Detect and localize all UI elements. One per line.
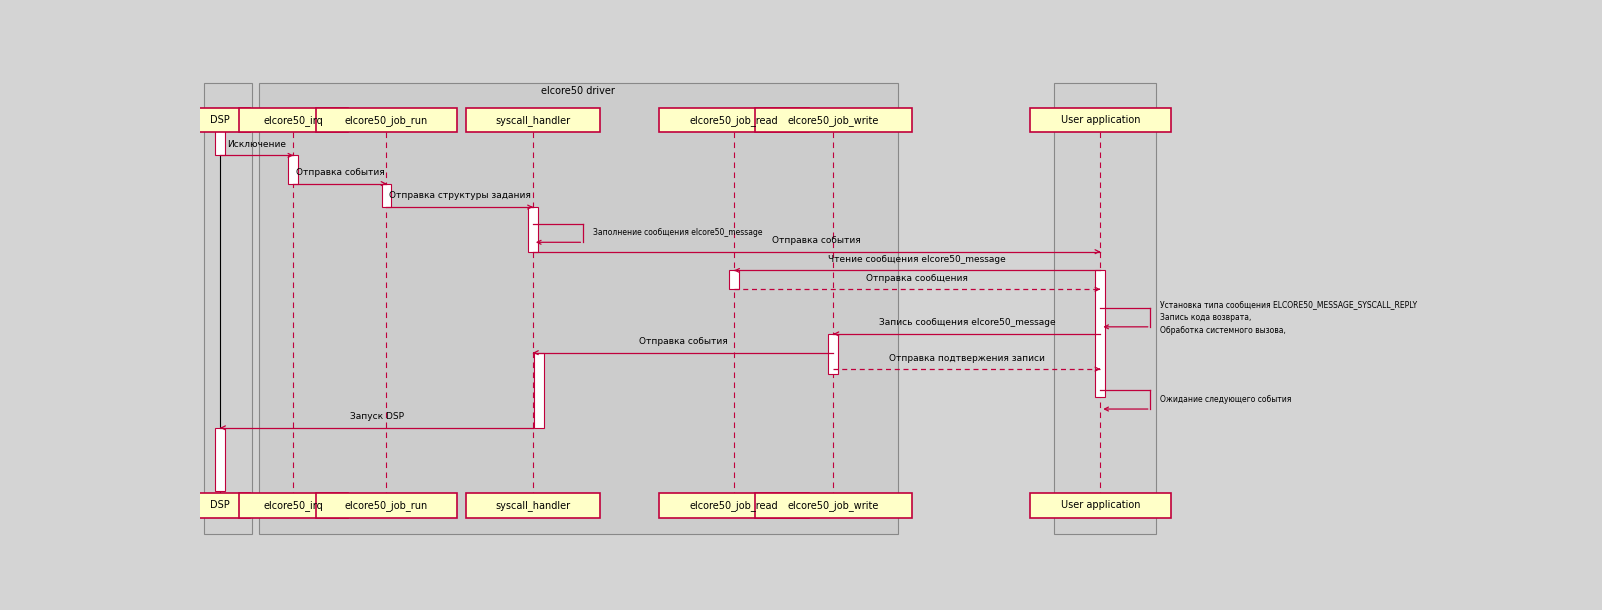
Text: Запуск DSP: Запуск DSP xyxy=(349,412,404,422)
Bar xyxy=(1030,108,1171,132)
Bar xyxy=(215,129,224,156)
Bar xyxy=(203,82,253,534)
Text: elcore50_job_read: elcore50_job_read xyxy=(690,115,779,126)
Text: elcore50_job_run: elcore50_job_run xyxy=(344,115,428,126)
Bar xyxy=(660,493,809,517)
Text: syscall_handler: syscall_handler xyxy=(495,500,570,511)
Text: Отправка подтвержения записи: Отправка подтвержения записи xyxy=(889,354,1045,362)
Text: Исключение: Исключение xyxy=(227,140,287,149)
Bar xyxy=(288,156,298,184)
Bar xyxy=(191,108,250,132)
Text: Обработка системного вызова,: Обработка системного вызова, xyxy=(1160,326,1286,335)
Bar xyxy=(1030,493,1171,517)
Text: elcore50_job_write: elcore50_job_write xyxy=(788,115,879,126)
Bar xyxy=(258,82,899,534)
Bar xyxy=(755,108,912,132)
Bar xyxy=(316,108,457,132)
Bar xyxy=(729,270,739,289)
Bar xyxy=(533,353,545,428)
Text: elcore50_job_read: elcore50_job_read xyxy=(690,500,779,511)
Text: User application: User application xyxy=(1061,500,1141,511)
Bar xyxy=(1054,82,1157,534)
Bar xyxy=(381,184,391,207)
Text: DSP: DSP xyxy=(210,115,231,125)
Text: Отправка события: Отправка события xyxy=(639,337,727,346)
Text: DSP: DSP xyxy=(210,500,231,511)
Text: elcore50_irq: elcore50_irq xyxy=(263,115,324,126)
Bar xyxy=(191,493,250,517)
Text: Отправка структуры задания: Отправка структуры задания xyxy=(389,192,530,201)
Bar xyxy=(466,493,599,517)
Text: Запись сообщения elcore50_message: Запись сообщения elcore50_message xyxy=(878,318,1056,328)
Bar xyxy=(1096,270,1105,397)
Bar xyxy=(755,493,912,517)
Text: Отправка события: Отправка события xyxy=(772,236,860,245)
Bar xyxy=(466,108,599,132)
Text: elcore50_job_run: elcore50_job_run xyxy=(344,500,428,511)
Text: Отправка события: Отправка события xyxy=(295,168,384,177)
Bar xyxy=(660,108,809,132)
Text: Заполнение сообщения elcore50_message: Заполнение сообщения elcore50_message xyxy=(593,228,763,237)
Bar xyxy=(529,207,538,252)
Text: Запись кода возврата,: Запись кода возврата, xyxy=(1160,313,1251,322)
Bar xyxy=(215,428,224,491)
Text: Чтение сообщения elcore50_message: Чтение сообщения elcore50_message xyxy=(828,255,1006,264)
Text: elcore50 driver: elcore50 driver xyxy=(541,86,615,96)
Text: Установка типа сообщения ELCORE50_MESSAGE_SYSCALL_REPLY: Установка типа сообщения ELCORE50_MESSAG… xyxy=(1160,300,1418,309)
Bar xyxy=(316,493,457,517)
Text: elcore50_irq: elcore50_irq xyxy=(263,500,324,511)
Text: Ожидание следующего события: Ожидание следующего события xyxy=(1160,395,1291,404)
Text: syscall_handler: syscall_handler xyxy=(495,115,570,126)
Text: Отправка сообщения: Отправка сообщения xyxy=(867,274,968,282)
Bar xyxy=(239,108,348,132)
Text: elcore50_job_write: elcore50_job_write xyxy=(788,500,879,511)
Bar xyxy=(239,493,348,517)
Text: User application: User application xyxy=(1061,115,1141,125)
Bar xyxy=(828,334,838,374)
